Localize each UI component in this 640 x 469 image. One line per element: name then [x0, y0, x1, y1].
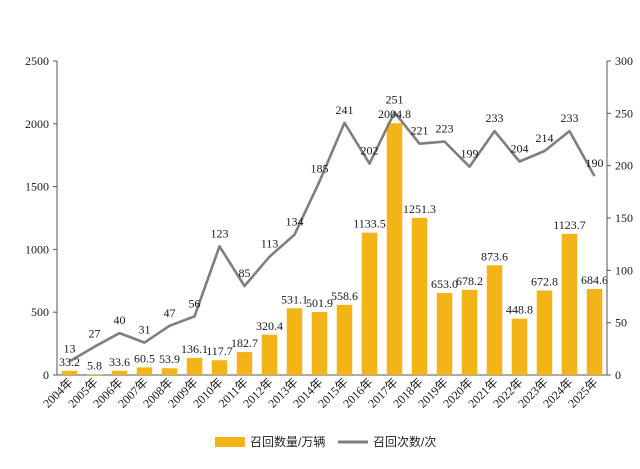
left-tick-label: 0 — [43, 368, 49, 382]
bar-2009年 — [186, 357, 203, 375]
bar-value-label: 33.2 — [59, 355, 80, 369]
line-value-label: 233 — [561, 111, 579, 125]
bar-2008年 — [161, 368, 178, 375]
bar-value-label: 33.6 — [109, 355, 130, 369]
legend-line-label: 召回次数/次 — [373, 434, 436, 449]
left-tick-label: 1000 — [25, 242, 49, 256]
bar-2025年 — [586, 289, 603, 375]
legend-bar-swatch — [215, 437, 245, 447]
bar-value-label: 531.1 — [281, 292, 308, 306]
line-value-label: 190 — [586, 156, 604, 170]
line-value-label: 56 — [189, 296, 201, 310]
bar-value-label: 136.1 — [181, 342, 208, 356]
line-value-label: 241 — [336, 103, 354, 117]
bar-value-label: 448.8 — [506, 303, 533, 317]
line-value-label: 251 — [386, 92, 404, 106]
left-tick-label: 500 — [31, 305, 49, 319]
line-value-label: 27 — [89, 327, 101, 341]
line-value-label: 221 — [411, 124, 429, 138]
bar-value-label: 1251.3 — [403, 202, 436, 216]
line-value-label: 202 — [361, 144, 379, 158]
bar-2024年 — [561, 233, 578, 375]
right-tick-label: 300 — [615, 54, 633, 68]
bar-value-label: 558.6 — [331, 289, 358, 303]
line-value-label: 47 — [164, 306, 176, 320]
bar-value-label: 1123.7 — [553, 218, 586, 232]
bar-value-label: 2004.8 — [378, 107, 411, 121]
bar-2013年 — [286, 308, 303, 375]
bar-value-label: 5.8 — [87, 358, 102, 372]
count-series-line — [68, 111, 596, 363]
right-tick-label: 100 — [615, 263, 633, 277]
left-tick-label: 2000 — [25, 117, 49, 131]
line-value-label: 204 — [511, 141, 529, 155]
line-value-label: 113 — [261, 237, 279, 251]
bar-2012年 — [261, 334, 278, 375]
line-value-label: 123 — [211, 226, 229, 240]
bar-2016年 — [361, 232, 378, 375]
bar-2019年 — [436, 292, 453, 375]
bar-value-label: 501.9 — [306, 296, 333, 310]
right-tick-label: 200 — [615, 159, 633, 173]
bar-2017年 — [386, 123, 403, 376]
bar-value-label: 672.8 — [531, 274, 558, 288]
bar-2010年 — [211, 360, 228, 375]
right-tick-label: 250 — [615, 106, 633, 120]
bar-value-label: 60.5 — [134, 351, 155, 365]
bar-2006年 — [111, 370, 128, 375]
bar-2014年 — [311, 311, 328, 375]
bar-value-label: 320.4 — [256, 319, 283, 333]
bar-2007年 — [136, 367, 153, 375]
bar-2018年 — [411, 217, 428, 375]
bar-2023年 — [536, 290, 553, 375]
bar-2015年 — [336, 304, 353, 375]
line-value-label: 199 — [461, 147, 479, 161]
bar-2004年 — [61, 370, 78, 375]
bar-value-label: 1133.5 — [353, 217, 386, 231]
bar-value-label: 117.7 — [206, 344, 233, 358]
left-tick-label: 2500 — [25, 54, 49, 68]
line-value-label: 185 — [311, 161, 329, 175]
line-value-label: 31 — [139, 323, 151, 337]
bar-value-label: 182.7 — [231, 336, 258, 350]
line-value-label: 134 — [286, 215, 304, 229]
bar-2021年 — [486, 265, 503, 375]
legend-bar-label: 召回数量/万辆 — [250, 434, 325, 449]
right-tick-label: 50 — [615, 316, 627, 330]
line-value-label: 223 — [436, 122, 454, 136]
bar-value-label: 678.2 — [456, 274, 483, 288]
bar-2011年 — [236, 352, 253, 375]
right-tick-label: 150 — [615, 211, 633, 225]
line-value-label: 214 — [536, 131, 554, 145]
left-tick-label: 1500 — [25, 180, 49, 194]
bar-2022年 — [511, 318, 528, 375]
line-value-label: 85 — [239, 266, 251, 280]
right-tick-label: 0 — [615, 368, 621, 382]
bar-2020年 — [461, 289, 478, 375]
bar-value-label: 53.9 — [159, 352, 180, 366]
bar-value-label: 873.6 — [481, 249, 508, 263]
bar-2005年 — [86, 374, 103, 376]
line-value-label: 233 — [486, 111, 504, 125]
bar-value-label: 653.0 — [431, 277, 458, 291]
line-value-label: 40 — [114, 313, 126, 327]
bar-value-label: 684.6 — [581, 273, 608, 287]
line-value-label: 13 — [64, 341, 76, 355]
